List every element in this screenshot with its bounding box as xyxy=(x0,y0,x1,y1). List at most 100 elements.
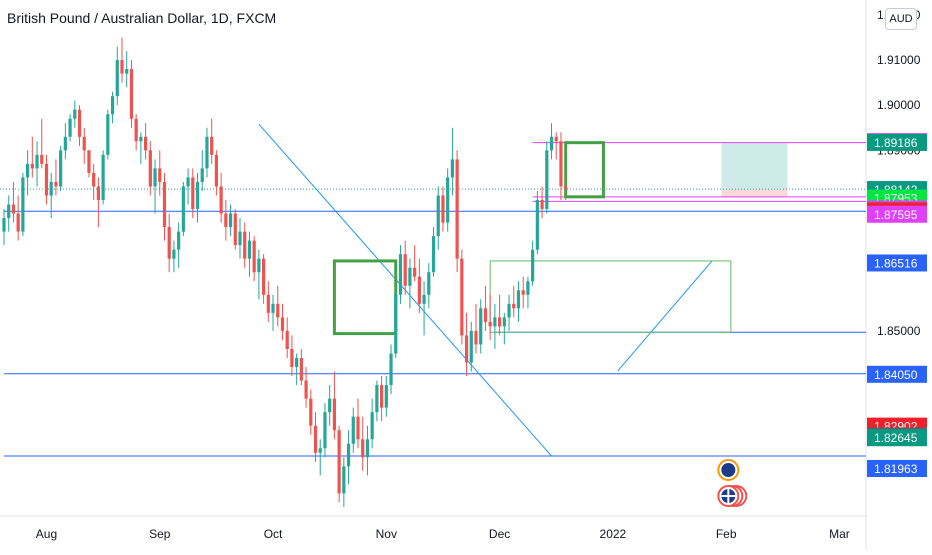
candle-12[interactable] xyxy=(59,150,63,187)
candle-13[interactable] xyxy=(63,136,67,151)
candle-36[interactable] xyxy=(172,249,176,259)
candle-108[interactable] xyxy=(512,303,516,309)
candle-115[interactable] xyxy=(545,150,549,210)
candle-42[interactable] xyxy=(200,168,204,182)
candle-110[interactable] xyxy=(521,290,525,295)
candle-94[interactable] xyxy=(446,177,450,223)
candle-59[interactable] xyxy=(280,317,285,331)
candle-91[interactable] xyxy=(431,236,436,273)
candle-7[interactable] xyxy=(35,154,39,169)
candle-84[interactable] xyxy=(398,254,403,295)
candle-78[interactable] xyxy=(370,412,374,440)
candle-86[interactable] xyxy=(408,267,412,286)
candle-1[interactable] xyxy=(7,204,11,219)
candle-112[interactable] xyxy=(531,249,535,282)
candle-10[interactable] xyxy=(49,181,53,196)
candle-117[interactable] xyxy=(554,136,558,142)
candle-56[interactable] xyxy=(266,294,270,313)
candle-109[interactable] xyxy=(516,290,521,309)
candle-57[interactable] xyxy=(271,303,275,313)
candle-80[interactable] xyxy=(380,385,384,408)
candle-16[interactable] xyxy=(77,109,82,137)
candle-9[interactable] xyxy=(44,163,49,196)
candle-106[interactable] xyxy=(502,317,506,327)
candle-49[interactable] xyxy=(233,213,237,246)
candle-77[interactable] xyxy=(365,439,370,458)
candle-83[interactable] xyxy=(394,294,398,354)
candle-55[interactable] xyxy=(262,258,266,295)
candle-79[interactable] xyxy=(375,385,379,413)
position-target-zone[interactable] xyxy=(721,142,788,190)
candle-38[interactable] xyxy=(181,186,185,232)
candle-0[interactable] xyxy=(2,218,6,232)
candle-29[interactable] xyxy=(139,136,143,142)
candle-23[interactable] xyxy=(110,96,115,115)
candle-75[interactable] xyxy=(356,416,360,440)
candle-113[interactable] xyxy=(535,199,539,250)
candle-74[interactable] xyxy=(351,416,355,444)
candle-54[interactable] xyxy=(257,258,261,273)
candle-99[interactable] xyxy=(469,330,473,363)
candle-76[interactable] xyxy=(361,439,365,458)
candle-51[interactable] xyxy=(243,231,247,259)
candle-20[interactable] xyxy=(96,186,100,200)
currency-button[interactable]: AUD xyxy=(885,8,917,30)
candle-67[interactable] xyxy=(318,448,322,453)
candle-95[interactable] xyxy=(450,159,454,178)
candle-17[interactable] xyxy=(82,136,86,151)
candle-88[interactable] xyxy=(417,276,421,304)
candle-58[interactable] xyxy=(276,303,280,318)
candle-41[interactable] xyxy=(195,181,200,210)
candle-119[interactable] xyxy=(564,186,568,190)
candle-25[interactable] xyxy=(120,60,124,74)
candle-62[interactable] xyxy=(295,357,299,368)
candle-4[interactable] xyxy=(21,177,25,232)
candle-92[interactable] xyxy=(436,195,440,237)
candle-65[interactable] xyxy=(309,398,313,426)
candle-14[interactable] xyxy=(68,118,72,137)
candle-93[interactable] xyxy=(441,195,445,223)
candle-45[interactable] xyxy=(214,154,218,187)
candle-2[interactable] xyxy=(11,204,16,214)
candle-118[interactable] xyxy=(559,141,563,187)
candle-34[interactable] xyxy=(162,181,167,228)
candle-50[interactable] xyxy=(238,231,242,246)
candle-81[interactable] xyxy=(384,385,388,408)
candle-71[interactable] xyxy=(337,430,341,494)
price-label-1[interactable] xyxy=(867,133,927,151)
candle-104[interactable] xyxy=(493,317,497,327)
candle-73[interactable] xyxy=(346,443,351,467)
candle-46[interactable] xyxy=(219,186,223,214)
candle-61[interactable] xyxy=(290,348,294,368)
candle-72[interactable] xyxy=(342,466,346,494)
rectangle-drawing-1[interactable] xyxy=(564,141,605,199)
candle-47[interactable] xyxy=(224,213,228,228)
candle-66[interactable] xyxy=(313,425,318,453)
candle-48[interactable] xyxy=(228,213,233,228)
candle-103[interactable] xyxy=(488,321,492,327)
candle-89[interactable] xyxy=(422,294,426,304)
candle-116[interactable] xyxy=(549,136,554,151)
candle-30[interactable] xyxy=(144,136,148,151)
candle-43[interactable] xyxy=(205,136,209,169)
candle-39[interactable] xyxy=(186,177,190,187)
candle-60[interactable] xyxy=(285,330,289,349)
candle-18[interactable] xyxy=(87,150,91,173)
position-stop-zone[interactable] xyxy=(721,189,788,197)
candle-11[interactable] xyxy=(54,181,58,187)
candle-6[interactable] xyxy=(30,163,34,169)
candle-33[interactable] xyxy=(158,168,162,182)
candle-27[interactable] xyxy=(129,69,134,119)
candle-98[interactable] xyxy=(464,335,469,363)
price-label-8[interactable] xyxy=(867,365,927,383)
candle-24[interactable] xyxy=(115,60,119,97)
candle-105[interactable] xyxy=(498,317,502,327)
trendline-1[interactable] xyxy=(617,260,713,372)
candle-87[interactable] xyxy=(413,267,417,277)
candle-96[interactable] xyxy=(455,159,459,259)
candle-3[interactable] xyxy=(16,213,20,232)
candle-40[interactable] xyxy=(191,177,195,210)
candle-26[interactable] xyxy=(125,69,129,74)
